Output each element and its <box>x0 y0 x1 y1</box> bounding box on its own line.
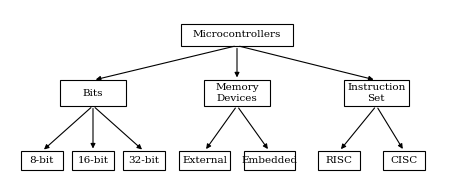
FancyBboxPatch shape <box>61 80 126 106</box>
FancyBboxPatch shape <box>21 151 63 170</box>
Text: Bits: Bits <box>83 89 103 97</box>
FancyBboxPatch shape <box>179 151 230 170</box>
FancyBboxPatch shape <box>72 151 114 170</box>
FancyBboxPatch shape <box>344 80 409 106</box>
FancyBboxPatch shape <box>383 151 425 170</box>
Text: 32-bit: 32-bit <box>128 156 160 165</box>
Text: Microcontrollers: Microcontrollers <box>193 30 281 39</box>
FancyBboxPatch shape <box>204 80 270 106</box>
Text: External: External <box>182 156 227 165</box>
Text: RISC: RISC <box>326 156 353 165</box>
Text: Embedded: Embedded <box>241 156 298 165</box>
Text: Instruction
Set: Instruction Set <box>347 83 406 103</box>
Text: 8-bit: 8-bit <box>30 156 54 165</box>
Text: Memory
Devices: Memory Devices <box>215 83 259 103</box>
FancyBboxPatch shape <box>181 24 293 46</box>
FancyBboxPatch shape <box>123 151 165 170</box>
Text: CISC: CISC <box>391 156 418 165</box>
FancyBboxPatch shape <box>318 151 360 170</box>
FancyBboxPatch shape <box>244 151 295 170</box>
Text: 16-bit: 16-bit <box>77 156 109 165</box>
